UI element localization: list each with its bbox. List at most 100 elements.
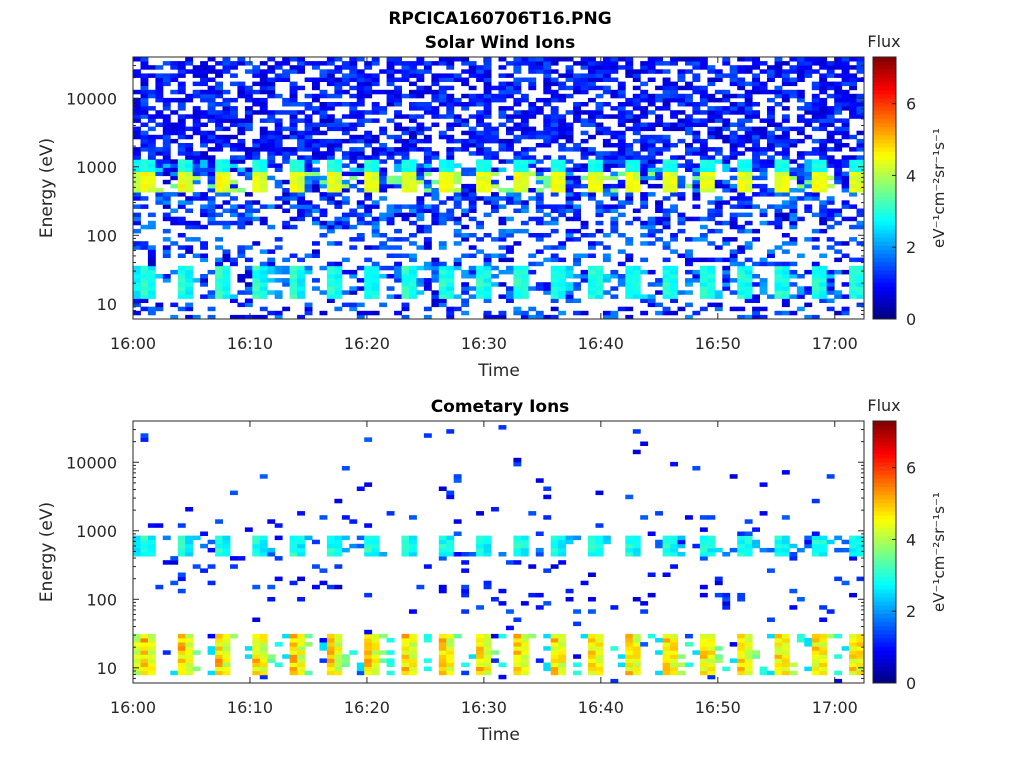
heatmap-cell bbox=[535, 57, 544, 62]
heatmap-cell bbox=[177, 200, 186, 205]
heatmap-cell bbox=[461, 147, 470, 152]
heatmap-cell bbox=[215, 118, 223, 123]
heatmap-cell bbox=[147, 282, 156, 287]
heatmap-cell bbox=[364, 163, 373, 168]
heatmap-cell bbox=[483, 543, 492, 549]
heatmap-cell bbox=[364, 552, 373, 557]
heatmap-cell bbox=[252, 274, 261, 279]
heatmap-cell bbox=[856, 212, 865, 218]
heatmap-cell bbox=[767, 204, 775, 209]
heatmap-cell bbox=[513, 57, 522, 62]
heatmap-cell bbox=[737, 106, 746, 111]
heatmap-cell bbox=[610, 314, 619, 320]
heatmap-cell bbox=[446, 658, 455, 663]
heatmap-cell bbox=[446, 638, 455, 643]
heatmap-cell bbox=[215, 61, 223, 66]
heatmap-cell bbox=[438, 286, 447, 291]
heatmap-cell bbox=[237, 302, 246, 308]
heatmap-cell bbox=[819, 85, 828, 91]
heatmap-cell bbox=[140, 167, 149, 172]
heatmap-cell bbox=[438, 134, 447, 140]
heatmap-cell bbox=[729, 69, 738, 74]
heatmap-cell bbox=[394, 151, 402, 156]
colorbar-segment bbox=[873, 204, 896, 209]
heatmap-cell bbox=[356, 535, 365, 541]
heatmap-cell bbox=[326, 122, 335, 127]
heatmap-cell bbox=[215, 89, 223, 95]
heatmap-cell bbox=[804, 167, 813, 172]
heatmap-cell bbox=[215, 204, 223, 209]
heatmap-cell bbox=[468, 196, 477, 201]
heatmap-cell bbox=[528, 65, 537, 70]
heatmap-cell bbox=[789, 552, 798, 557]
heatmap-cell bbox=[207, 155, 216, 160]
heatmap-cell bbox=[401, 646, 410, 651]
heatmap-cell bbox=[364, 638, 373, 643]
heatmap-cell bbox=[356, 147, 365, 152]
heatmap-cell bbox=[826, 237, 835, 242]
y-tick-label: 100 bbox=[86, 226, 117, 245]
heatmap-cell bbox=[647, 302, 656, 308]
heatmap-cell bbox=[215, 159, 223, 164]
heatmap-cell bbox=[326, 167, 335, 172]
heatmap-cell bbox=[819, 539, 828, 545]
heatmap-cell bbox=[423, 245, 432, 250]
heatmap-cell bbox=[543, 646, 552, 651]
colorbar-segment bbox=[873, 175, 896, 181]
colorbar-segment bbox=[873, 535, 896, 541]
heatmap-cell bbox=[595, 171, 604, 177]
heatmap-cell bbox=[133, 662, 141, 667]
heatmap-cell bbox=[714, 290, 723, 295]
heatmap-cell bbox=[662, 539, 671, 545]
heatmap-cell bbox=[826, 224, 835, 230]
colorbar-segment bbox=[873, 498, 896, 504]
heatmap-cell bbox=[282, 69, 291, 74]
heatmap-cell bbox=[468, 134, 477, 140]
heatmap-cell bbox=[520, 601, 529, 606]
heatmap-cell bbox=[819, 208, 828, 213]
heatmap-cell bbox=[133, 265, 141, 271]
heatmap-cell bbox=[856, 265, 865, 271]
heatmap-cell bbox=[625, 167, 634, 172]
heatmap-cell bbox=[588, 175, 596, 181]
heatmap-cell bbox=[237, 89, 246, 95]
heatmap-cell bbox=[498, 282, 507, 287]
heatmap-cell bbox=[744, 638, 753, 643]
heatmap-cell bbox=[565, 93, 574, 99]
heatmap-cell bbox=[438, 130, 447, 136]
heatmap-cell bbox=[461, 253, 470, 258]
heatmap-cell bbox=[506, 138, 514, 144]
heatmap-cell bbox=[670, 547, 678, 553]
heatmap-cell bbox=[513, 278, 522, 283]
heatmap-cell bbox=[580, 175, 589, 181]
heatmap-cell bbox=[550, 306, 559, 312]
heatmap-cell bbox=[632, 163, 641, 168]
colorbar-segment bbox=[873, 155, 896, 160]
heatmap-cell bbox=[610, 224, 619, 230]
heatmap-cell bbox=[267, 269, 276, 275]
heatmap-cell bbox=[177, 106, 186, 111]
heatmap-cell bbox=[207, 93, 216, 99]
heatmap-cell bbox=[267, 147, 276, 152]
heatmap-cell bbox=[409, 93, 417, 99]
heatmap-cell bbox=[804, 286, 813, 291]
heatmap-cell bbox=[580, 163, 589, 168]
heatmap-cell bbox=[394, 61, 402, 66]
heatmap-cell bbox=[602, 143, 611, 148]
heatmap-cell bbox=[192, 89, 201, 95]
x-tick-label: 16:20 bbox=[344, 334, 390, 353]
heatmap-cell bbox=[520, 155, 529, 160]
heatmap-cell bbox=[394, 167, 402, 172]
heatmap-cell bbox=[558, 535, 567, 541]
heatmap-cell bbox=[297, 134, 305, 140]
heatmap-cell bbox=[409, 183, 417, 189]
heatmap-cell bbox=[207, 290, 216, 295]
heatmap-cell bbox=[453, 122, 462, 127]
heatmap-cell bbox=[647, 110, 656, 115]
colorbar-segment bbox=[873, 613, 896, 618]
heatmap-cell bbox=[304, 167, 313, 172]
colorbar-segment bbox=[873, 200, 896, 205]
heatmap-cell bbox=[655, 106, 663, 111]
heatmap-cell bbox=[826, 290, 835, 295]
heatmap-cell bbox=[416, 584, 425, 590]
